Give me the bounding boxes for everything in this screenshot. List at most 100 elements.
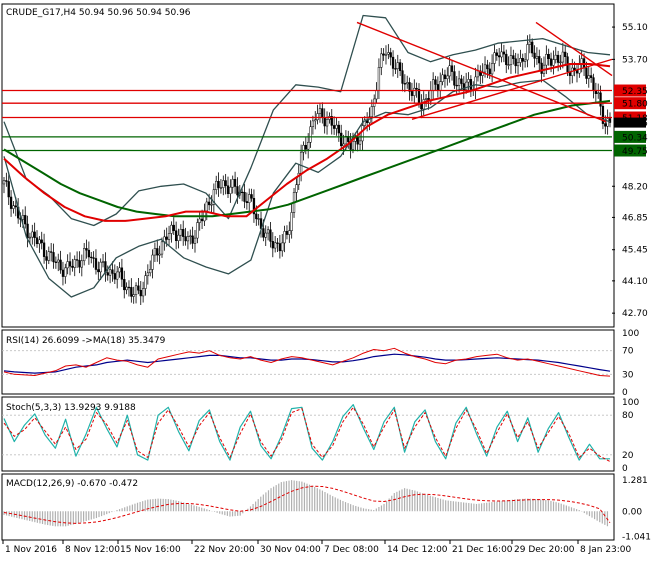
stoch-tick-label: 0 — [622, 464, 628, 474]
macd-tick-label: 0.00 — [622, 507, 642, 517]
x-tick-label: 14 Dec 12:00 — [387, 545, 448, 555]
candle-body — [146, 272, 149, 276]
candle-body — [375, 90, 378, 100]
candle-body — [561, 51, 564, 63]
level-tag-bg — [614, 84, 646, 97]
candle-body — [479, 70, 482, 76]
candle-body — [285, 231, 289, 235]
candle-body — [276, 242, 279, 244]
candle-body — [476, 70, 480, 78]
candle-body — [262, 228, 265, 238]
x-tick-label: 22 Nov 20:00 — [194, 545, 255, 555]
candle-body — [311, 120, 315, 128]
candle-body — [9, 196, 13, 209]
candle-body — [45, 256, 48, 261]
candle-body — [446, 75, 449, 80]
candle-body — [12, 205, 15, 209]
rsi-panel-frame — [1, 329, 615, 395]
candle-body — [592, 77, 595, 91]
candle-body — [356, 137, 359, 145]
candle-body — [323, 117, 326, 127]
candle-body — [134, 285, 138, 295]
candle-body — [460, 78, 463, 84]
candle-body — [191, 235, 194, 244]
candle-body — [552, 59, 555, 66]
price-tick-label: 48.20 — [622, 182, 648, 192]
candle-body — [118, 267, 121, 273]
candle-body — [271, 241, 274, 249]
candle-body — [302, 144, 305, 153]
candle-body — [241, 191, 244, 194]
candle-body — [505, 53, 508, 65]
candle-body — [490, 63, 494, 75]
candle-body — [467, 79, 470, 83]
candle-body — [335, 124, 338, 129]
candle-body — [380, 53, 383, 68]
candle-body — [149, 269, 152, 274]
x-tick-label: 30 Nov 04:00 — [260, 545, 321, 555]
x-tick-label: 8 Jan 23:00 — [580, 545, 632, 555]
candle-body — [257, 218, 260, 220]
candle-body — [384, 53, 388, 56]
candle-body — [61, 269, 65, 277]
macd-tick-label: -1.041 — [622, 533, 651, 543]
candle-body — [295, 184, 298, 193]
candle-body — [547, 53, 550, 59]
level-tag-49.75: 49.75 — [614, 144, 648, 157]
moving-average-green-line — [3, 99, 611, 218]
candle-body — [469, 79, 473, 90]
current-price-bg — [614, 117, 646, 128]
level-tag-52.35: 52.35 — [614, 84, 648, 97]
candle-body — [217, 180, 220, 188]
candle-body — [26, 223, 29, 239]
candle-body — [106, 272, 109, 276]
rsi-tick-label: 0 — [622, 388, 628, 398]
candle-body — [54, 261, 58, 263]
candle-body — [125, 286, 128, 291]
rsi-line — [3, 347, 611, 377]
candle-body — [332, 125, 336, 129]
candle-body — [269, 229, 272, 242]
candle-body — [139, 289, 142, 297]
candle-body — [226, 185, 230, 194]
candle-body — [205, 201, 208, 212]
candle-body — [394, 68, 397, 70]
candle-body — [123, 279, 126, 291]
candle-body — [233, 179, 237, 187]
rsi-title: RSI(14) 26.6099 ->MA(18) 35.3479 — [6, 336, 166, 346]
candle-body — [417, 88, 421, 104]
candle-body — [200, 218, 204, 222]
stoch-tick-label: 80 — [622, 411, 634, 421]
candle-body — [170, 224, 173, 234]
candle-body — [50, 251, 53, 253]
candle-body — [167, 233, 171, 240]
candle-body — [361, 125, 364, 142]
candle-body — [113, 273, 116, 280]
price-tick-label: 45.45 — [622, 246, 648, 256]
candle-body — [42, 242, 46, 257]
candle-body — [309, 126, 312, 143]
candle-body — [73, 259, 76, 268]
candle-body — [83, 248, 86, 262]
candle-body — [151, 254, 154, 270]
candle-body — [314, 119, 317, 122]
candle-body — [248, 194, 251, 203]
candle-body — [38, 239, 41, 245]
bollinger-upper-line — [3, 14, 611, 227]
price-tick-label: 46.85 — [622, 213, 648, 223]
candle-body — [564, 51, 567, 57]
candle-body — [90, 256, 93, 259]
candle-body — [177, 234, 180, 241]
candle-body — [307, 141, 310, 150]
candle-body — [92, 257, 95, 259]
candle-body — [398, 62, 402, 71]
candle-body — [545, 53, 548, 66]
macd-signal-line — [3, 485, 611, 524]
candle-body — [78, 260, 81, 268]
current-price-tag: 50.96 — [614, 117, 648, 129]
candle-body — [382, 53, 385, 56]
candle-body — [231, 179, 234, 188]
candle-body — [455, 84, 458, 87]
candle-body — [403, 83, 407, 85]
stoch-tick-label: 20 — [622, 451, 634, 461]
